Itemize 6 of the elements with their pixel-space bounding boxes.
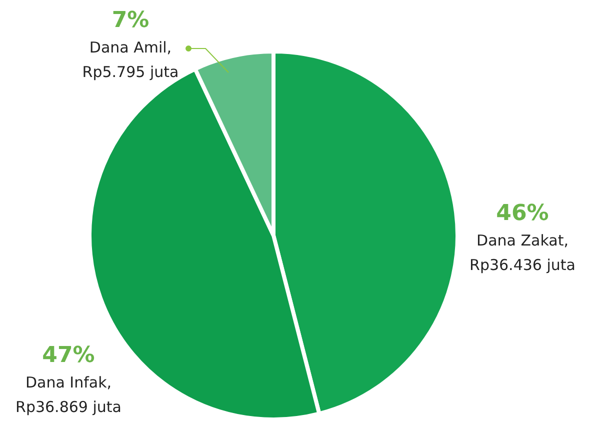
data-label: 46% [496,201,549,226]
slice-label: Dana Amil, Rp5.795 juta [82,38,179,81]
slice-label: Dana Zakat, Rp36.436 juta [470,232,576,274]
data-label: 47% [42,343,95,368]
slice-label: Dana Infak, Rp36.869 juta [16,374,122,416]
data-label: 7% [112,8,150,33]
